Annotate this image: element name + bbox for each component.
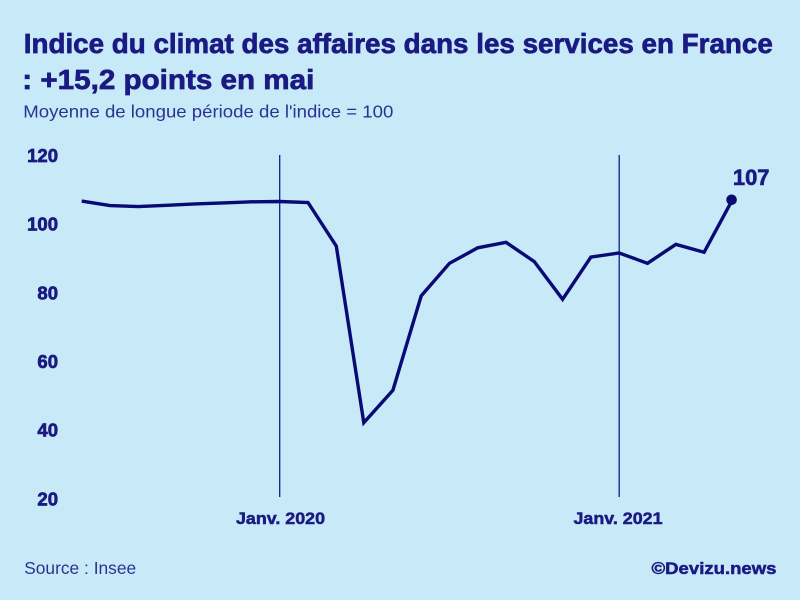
svg-text:20: 20	[37, 488, 58, 509]
svg-text:Moyenne de longue période de l: Moyenne de longue période de l'indice = …	[23, 102, 393, 122]
svg-text:Janv. 2020: Janv. 2020	[236, 510, 325, 528]
svg-text:80: 80	[37, 282, 58, 303]
svg-text:Source : Insee: Source : Insee	[24, 558, 136, 578]
svg-text:120: 120	[27, 145, 58, 166]
svg-text:107: 107	[733, 165, 770, 190]
svg-text:Janv. 2021: Janv. 2021	[574, 510, 663, 528]
svg-text:Indice du climat des affaires: Indice du climat des affaires dans les s…	[24, 28, 773, 59]
svg-text:©Devizu.news: ©Devizu.news	[652, 560, 777, 578]
svg-text:100: 100	[27, 214, 58, 235]
svg-text:: +15,2 points en mai: : +15,2 points en mai	[22, 64, 314, 95]
svg-text:40: 40	[37, 420, 58, 441]
svg-text:60: 60	[37, 351, 58, 372]
